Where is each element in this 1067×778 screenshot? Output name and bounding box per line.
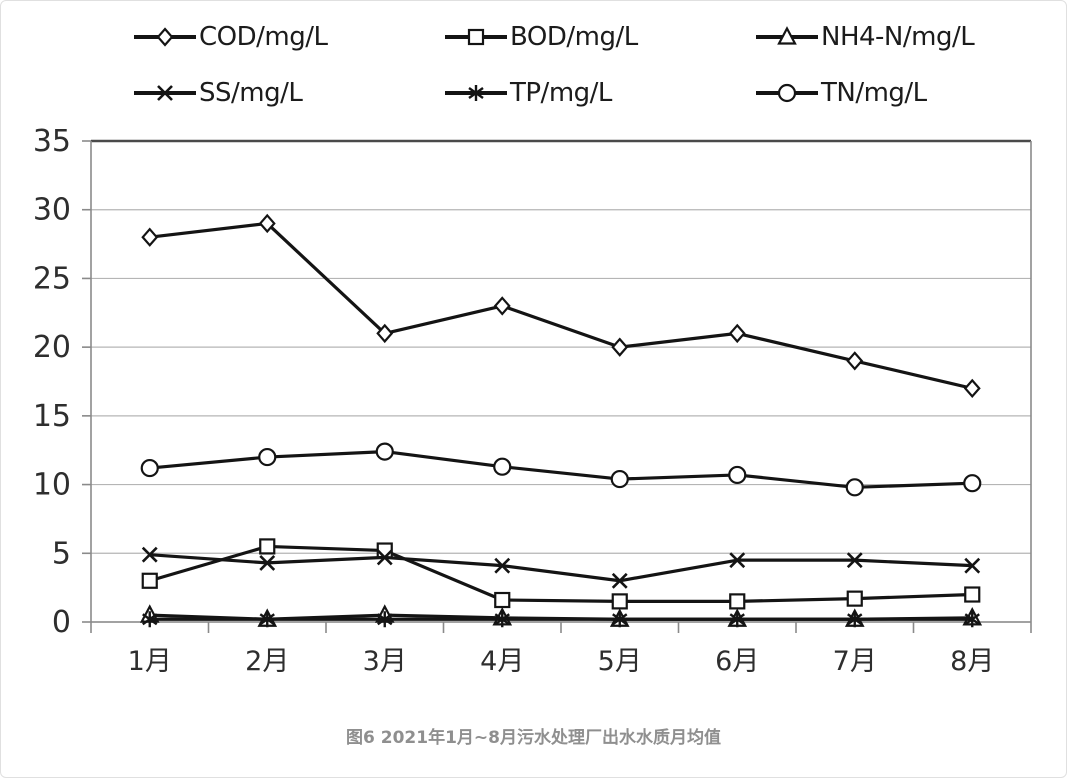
y-tick-label: 30 xyxy=(33,193,71,228)
legend-label-tn: TN/mg/L xyxy=(821,78,927,108)
square-line-marker-icon xyxy=(445,22,507,52)
x-tick-label: 5月 xyxy=(598,646,642,677)
series-line-square xyxy=(149,544,973,603)
x-tick-label: 4月 xyxy=(480,646,524,677)
x-line-marker-icon xyxy=(134,78,196,108)
legend-label-bod: BOD/mg/L xyxy=(510,22,638,52)
triangle-line-marker-icon xyxy=(756,22,818,52)
x-tick-label: 7月 xyxy=(833,646,877,677)
circle-line-marker-icon xyxy=(756,78,818,108)
line-chart: 0 5 10 15 20 25 30 35 1月 2月 3月 4月 5月 6月 7月 8月 xyxy=(33,124,1032,677)
legend-item-ss: SS/mg/L xyxy=(134,73,445,113)
x-tick-label: 3月 xyxy=(363,646,407,677)
series-line-x xyxy=(149,553,973,583)
y-tick-label: 35 xyxy=(33,124,71,159)
x-tick-label: 6月 xyxy=(715,646,759,677)
legend-label-nh4n: NH4-N/mg/L xyxy=(821,22,975,52)
x-tick-label: 1月 xyxy=(128,646,172,677)
figure-caption: 图6 2021年1月~8月污水处理厂出水水质月均值 xyxy=(346,728,721,748)
x-tick-label: 2月 xyxy=(245,646,289,677)
chart-legend: COD/mg/L BOD/mg/L NH4-N/mg/L SS/mg/L TP/… xyxy=(134,17,1067,113)
legend-item-bod: BOD/mg/L xyxy=(445,17,756,57)
y-tick-label: 20 xyxy=(33,330,71,365)
asterisk-line-marker-icon xyxy=(445,78,507,108)
legend-item-tp: TP/mg/L xyxy=(445,73,756,113)
legend-label-ss: SS/mg/L xyxy=(199,78,303,108)
y-tick-label: 5 xyxy=(52,536,71,571)
legend-item-tn: TN/mg/L xyxy=(756,73,1067,113)
legend-item-nh4n: NH4-N/mg/L xyxy=(756,17,1067,57)
y-tick-label: 25 xyxy=(33,261,71,296)
diamond-line-marker-icon xyxy=(134,22,196,52)
y-tick-label: 15 xyxy=(33,399,71,434)
legend-item-cod: COD/mg/L xyxy=(134,17,445,57)
legend-label-tp: TP/mg/L xyxy=(510,78,612,108)
x-tick-label: 8月 xyxy=(950,646,994,677)
y-tick-label: 10 xyxy=(33,468,71,503)
legend-label-cod: COD/mg/L xyxy=(199,22,328,52)
series-line-diamond xyxy=(149,221,973,390)
series-line-circle xyxy=(149,449,973,489)
y-tick-label: 0 xyxy=(52,605,71,640)
